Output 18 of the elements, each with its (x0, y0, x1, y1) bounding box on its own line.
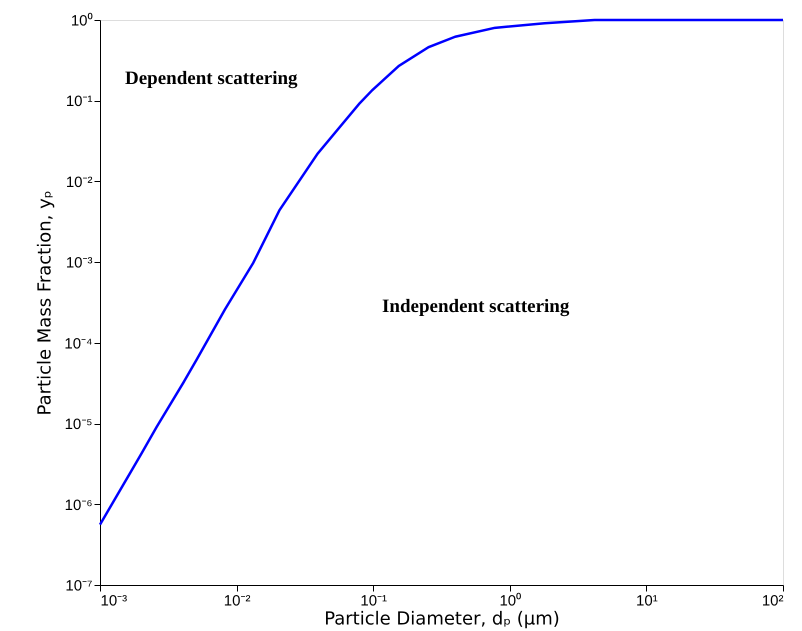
annotation: Independent scattering (382, 296, 570, 317)
x-tick-label: 10⁻² (224, 592, 250, 610)
y-tick-label: 10⁻⁷ (65, 578, 92, 594)
y-tick-label: 10⁻¹ (66, 93, 92, 110)
y-tick-label: 10⁰ (70, 12, 92, 30)
x-tick-label: 10¹ (636, 592, 658, 610)
x-tick-label: 10⁻³ (100, 592, 128, 610)
x-tick-label: 10² (762, 592, 784, 610)
y-tick-label: 10⁻² (66, 174, 92, 191)
x-axis-title: Particle Diameter, dₚ (μm) (324, 608, 560, 630)
y-tick-label: 10⁻⁶ (64, 496, 92, 514)
annotation: Dependent scattering (125, 68, 298, 89)
y-axis-title: Particle Mass Fraction, yₚ (34, 190, 56, 416)
x-tick-label: 10⁰ (499, 592, 522, 610)
y-tick-label: 10⁻⁵ (64, 416, 92, 434)
y-tick-label: 10⁻⁴ (64, 335, 92, 352)
y-tick-label: 10⁻³ (66, 254, 92, 272)
x-tick-label: 10⁻¹ (360, 592, 388, 610)
